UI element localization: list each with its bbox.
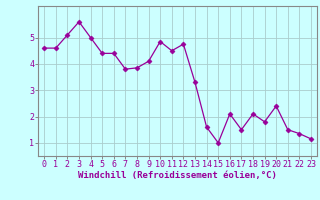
X-axis label: Windchill (Refroidissement éolien,°C): Windchill (Refroidissement éolien,°C): [78, 171, 277, 180]
